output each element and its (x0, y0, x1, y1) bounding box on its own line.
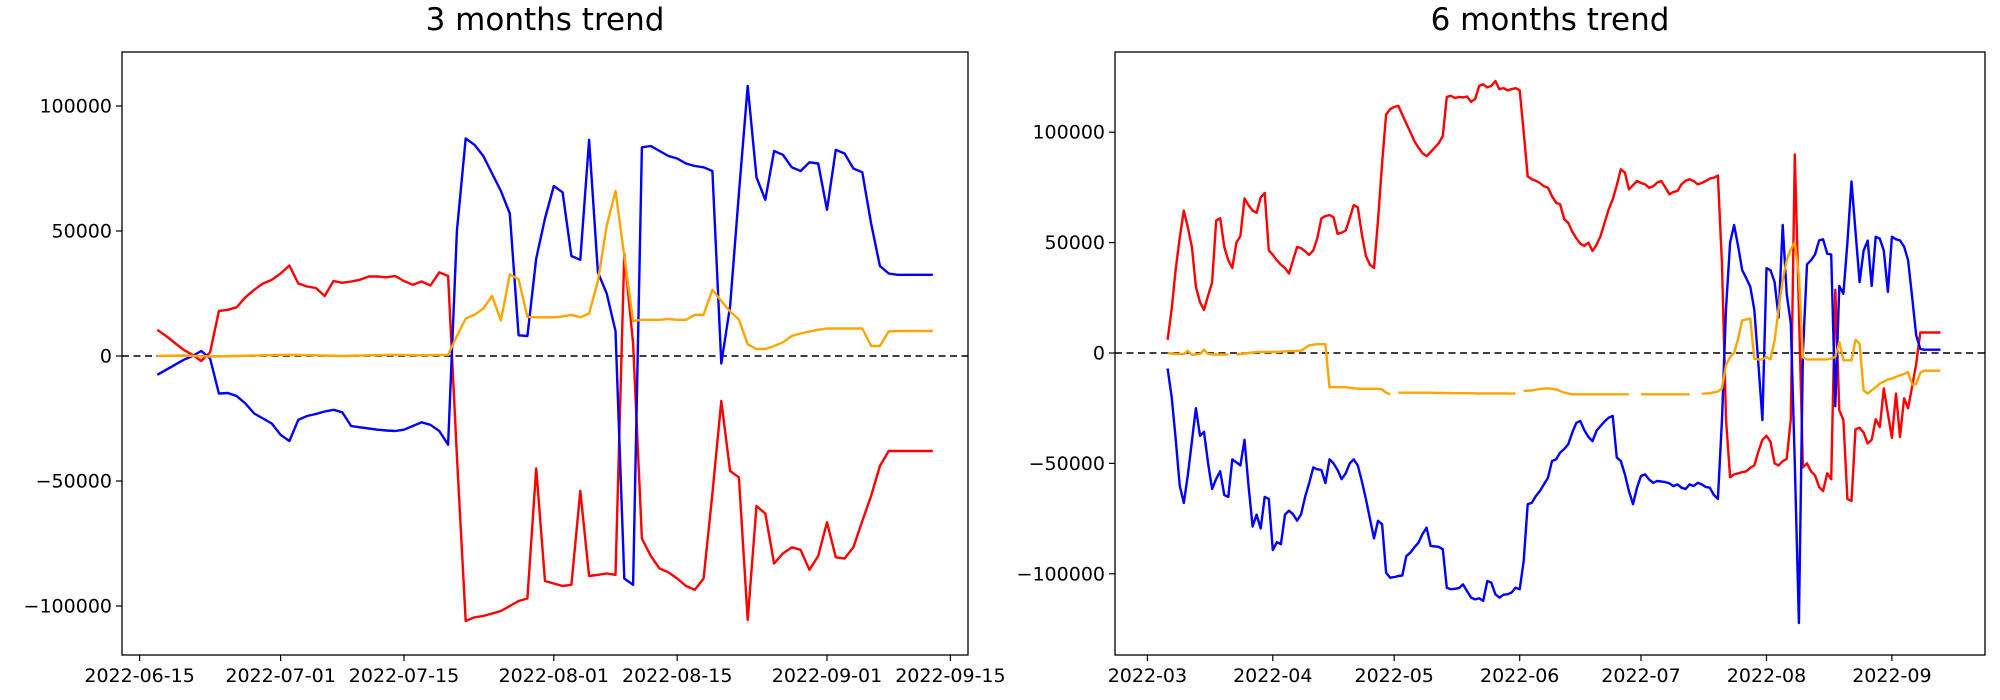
x-tick-label: 2022-09 (1852, 665, 1931, 687)
y-tick-label: −100000 (1017, 563, 1105, 585)
y-tick-label: 100000 (1032, 122, 1105, 144)
y-tick-label: 50000 (52, 221, 112, 243)
x-tick-label: 2022-09-01 (772, 665, 882, 687)
x-tick-label: 2022-05 (1355, 665, 1434, 687)
blue-series (156, 84, 933, 586)
x-tick-label: 2022-03 (1108, 665, 1187, 687)
red-series (156, 252, 933, 623)
y-tick-label: 0 (1093, 343, 1105, 365)
y-tick-label: 100000 (39, 96, 112, 118)
plot-frame (121, 51, 969, 656)
x-tick-label: 2022-09-15 (895, 665, 1005, 687)
red-series (1166, 79, 1941, 503)
x-tick-label: 2022-08-15 (622, 665, 732, 687)
left-chart-title: 3 months trend (425, 2, 665, 38)
x-tick-label: 2022-07-01 (225, 665, 335, 687)
y-tick-label: −100000 (24, 596, 112, 618)
blue-series (1166, 180, 1941, 625)
y-tick-label: 0 (100, 346, 112, 368)
orange-series (157, 189, 933, 358)
x-tick-label: 2022-04 (1233, 665, 1312, 687)
x-tick-label: 2022-07-15 (349, 665, 459, 687)
x-tick-label: 2022-06 (1480, 665, 1559, 687)
orange-series (1167, 241, 1941, 396)
y-tick-label: −50000 (36, 471, 112, 493)
x-tick-label: 2022-06-15 (84, 665, 194, 687)
right-chart-title: 6 months trend (1430, 2, 1670, 38)
y-tick-label: −50000 (1029, 453, 1105, 475)
y-tick-label: 50000 (1045, 232, 1105, 254)
x-tick-label: 2022-07 (1601, 665, 1680, 687)
x-tick-label: 2022-08 (1727, 665, 1806, 687)
x-tick-label: 2022-08-01 (499, 665, 609, 687)
